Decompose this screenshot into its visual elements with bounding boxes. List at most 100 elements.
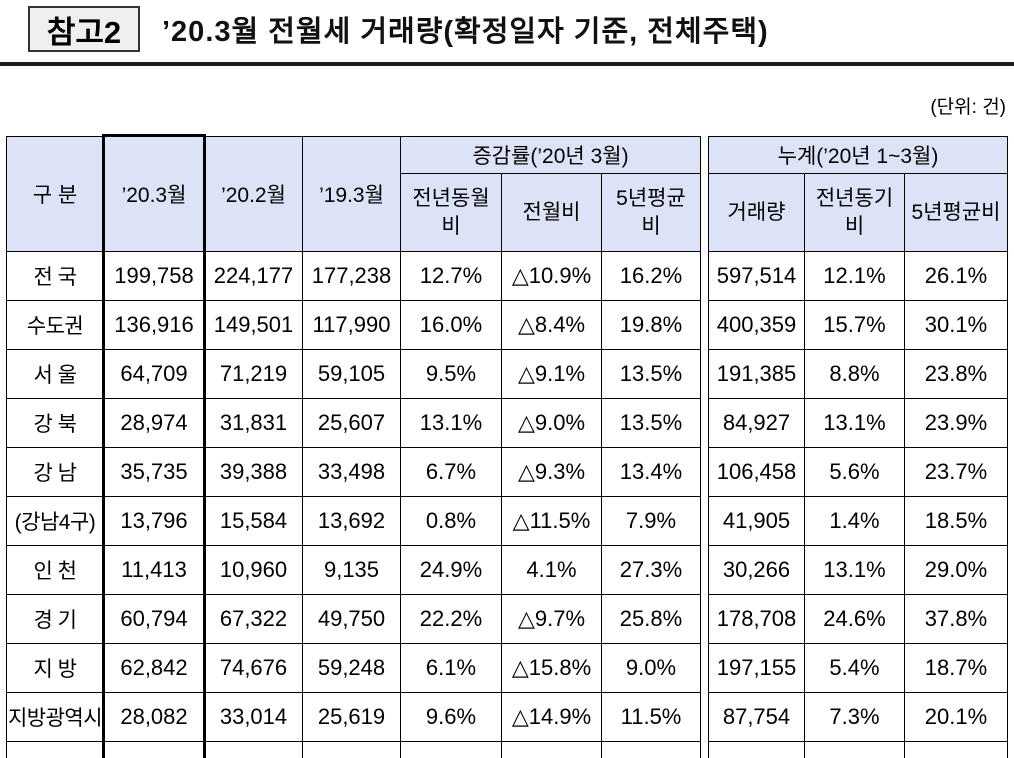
cell-value: △15.8% — [502, 644, 602, 693]
header-row-1: 구 분 ’20.3월 ’20.2월 ’19.3월 증감률(’20년 3월) 누계… — [6, 136, 1008, 758]
cell-value: 74,676 — [205, 644, 303, 693]
cell-value: 136,916 — [104, 301, 205, 350]
cell-value: 106,458 — [708, 448, 805, 497]
cell-value: 6.1% — [401, 644, 502, 693]
table-row: 강 남 35,735 39,388 33,498 6.7% △9.3% 13.4% 106,4… — [6, 448, 1008, 497]
cell-value: △9.0% — [502, 399, 602, 448]
cell-value: 27.3% — [602, 546, 701, 595]
cell-value: 87,754 — [708, 693, 805, 742]
cell-partial — [708, 742, 805, 758]
cell-value: 23.7% — [905, 448, 1008, 497]
cell-value: 26.1% — [905, 252, 1008, 301]
cell-partial — [6, 742, 104, 758]
cell-value: 59,105 — [303, 350, 401, 399]
col-header-month-current: ’20.3월 — [104, 136, 205, 252]
cell-value: 5.6% — [805, 448, 905, 497]
cell-value: △10.9% — [502, 252, 602, 301]
cell-value: 12.1% — [805, 252, 905, 301]
cell-value: 13.5% — [602, 350, 701, 399]
cell-value: 16.0% — [401, 301, 502, 350]
sub-header-mom: 전월비 — [502, 174, 602, 252]
cell-value: 13.5% — [602, 399, 701, 448]
header-row-2: 전년동월비 전월비 5년평균비 거래량 전년동기비 5년평균비 — [6, 174, 1008, 252]
table-row: 수도권 136,916 149,501 117,990 16.0% △8.4% 19.8% 4… — [6, 301, 1008, 350]
cell-value: 13.1% — [805, 399, 905, 448]
cell-value: 224,177 — [205, 252, 303, 301]
cell-value: 10,960 — [205, 546, 303, 595]
sub-header-cum-yoy: 전년동기비 — [805, 174, 905, 252]
col-header-month-prev: ’20.2월 — [205, 136, 303, 252]
row-category: 전 국 — [6, 252, 104, 301]
cell-partial — [104, 742, 205, 758]
cell-partial — [602, 742, 701, 758]
row-category: (강남4구) — [6, 497, 104, 546]
cell-value: 62,842 — [104, 644, 205, 693]
cell-value: 13,796 — [104, 497, 205, 546]
cell-value: 13.4% — [602, 448, 701, 497]
cell-value: △9.1% — [502, 350, 602, 399]
cell-partial — [205, 742, 303, 758]
cell-partial — [905, 742, 1008, 758]
table-row: 서 울 64,709 71,219 59,105 9.5% △9.1% 13.5% 191,3… — [6, 350, 1008, 399]
cell-value: 7.3% — [805, 693, 905, 742]
group-header-cumulative: 누계(’20년 1~3월) — [708, 136, 1008, 174]
cell-value: 59,248 — [303, 644, 401, 693]
table-row: 경 기 60,794 67,322 49,750 22.2% △9.7% 25.8% 178,… — [6, 595, 1008, 644]
cell-value: 13,692 — [303, 497, 401, 546]
row-category: 지방광역시 — [6, 693, 104, 742]
cell-value: 39,388 — [205, 448, 303, 497]
cell-value: 23.9% — [905, 399, 1008, 448]
cell-value: △9.7% — [502, 595, 602, 644]
cell-value: 35,735 — [104, 448, 205, 497]
table-row-partial — [6, 742, 1008, 758]
cell-value: 9.0% — [602, 644, 701, 693]
cell-value: 67,322 — [205, 595, 303, 644]
table-row: 인 천 11,413 10,960 9,135 24.9% 4.1% 27.3% 30,266… — [6, 546, 1008, 595]
cell-value: 9.6% — [401, 693, 502, 742]
cell-value: 19.8% — [602, 301, 701, 350]
page-title: ’20.3월 전월세 거래량(확정일자 기준, 전체주택) — [162, 16, 769, 48]
reference-badge: 참고2 — [28, 6, 140, 52]
cell-value: 60,794 — [104, 595, 205, 644]
cell-value: △9.3% — [502, 448, 602, 497]
row-category: 강 남 — [6, 448, 104, 497]
cell-partial — [401, 742, 502, 758]
cell-value: 41,905 — [708, 497, 805, 546]
cell-value: 30,266 — [708, 546, 805, 595]
table-row: 지방광역시 28,082 33,014 25,619 9.6% △14.9% 11.5% 87… — [6, 693, 1008, 742]
cell-value: 25.8% — [602, 595, 701, 644]
cell-value: 31,831 — [205, 399, 303, 448]
cell-value: 6.7% — [401, 448, 502, 497]
cell-value: 28,974 — [104, 399, 205, 448]
sub-header-volume: 거래량 — [708, 174, 805, 252]
cell-value: 15,584 — [205, 497, 303, 546]
table-row: (강남4구) 13,796 15,584 13,692 0.8% △11.5% 7.9% 41… — [6, 497, 1008, 546]
cell-value: 13.1% — [805, 546, 905, 595]
cell-value: 197,155 — [708, 644, 805, 693]
cell-value: 13.1% — [401, 399, 502, 448]
cell-value: 18.5% — [905, 497, 1008, 546]
cell-value: 0.8% — [401, 497, 502, 546]
cell-partial — [805, 742, 905, 758]
cell-value: 33,498 — [303, 448, 401, 497]
cell-partial — [303, 742, 401, 758]
cell-value: 22.2% — [401, 595, 502, 644]
cell-value: 4.1% — [502, 546, 602, 595]
cell-value: 25,619 — [303, 693, 401, 742]
cell-value: 20.1% — [905, 693, 1008, 742]
row-category: 서 울 — [6, 350, 104, 399]
col-header-category: 구 분 — [6, 136, 104, 252]
row-category: 강 북 — [6, 399, 104, 448]
cell-value: 8.8% — [805, 350, 905, 399]
cell-value: 18.7% — [905, 644, 1008, 693]
cell-value: 24.9% — [401, 546, 502, 595]
cell-value: △14.9% — [502, 693, 602, 742]
cell-value: 9,135 — [303, 546, 401, 595]
cell-value: △11.5% — [502, 497, 602, 546]
cell-value: 5.4% — [805, 644, 905, 693]
row-category: 지 방 — [6, 644, 104, 693]
cell-value: 71,219 — [205, 350, 303, 399]
table-row: 강 북 28,974 31,831 25,607 13.1% △9.0% 13.5% 84,9… — [6, 399, 1008, 448]
cell-value: 191,385 — [708, 350, 805, 399]
